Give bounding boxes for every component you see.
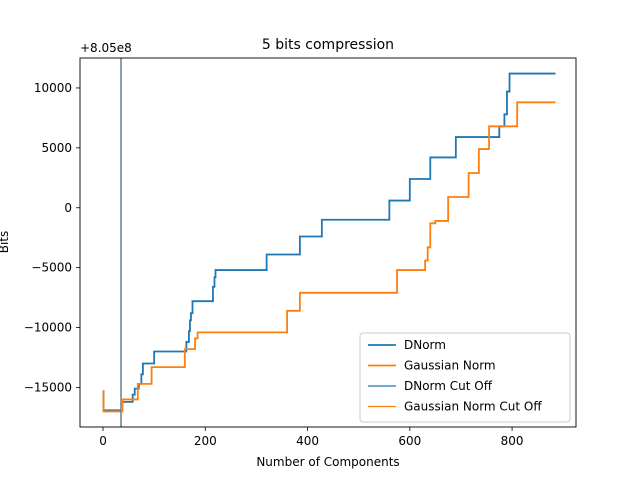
legend-label: DNorm Cut Off — [404, 379, 493, 393]
y-axis-label: Bits — [0, 231, 11, 254]
legend-label: DNorm — [404, 338, 446, 352]
x-tick-label: 400 — [296, 434, 319, 448]
x-tick-label: 800 — [501, 434, 524, 448]
y-tick-label: −5000 — [31, 261, 72, 275]
series-line-0 — [102, 72, 556, 412]
y-tick-label: 10000 — [34, 81, 72, 95]
y-tick-label: 0 — [64, 201, 72, 215]
x-tick-label: 600 — [398, 434, 421, 448]
x-tick-label: 0 — [99, 434, 107, 448]
legend-label: Gaussian Norm Cut Off — [404, 400, 542, 414]
y-tick-label: −10000 — [24, 321, 72, 335]
chart-title: 5 bits compression — [262, 37, 394, 53]
y-tick-label: 5000 — [41, 141, 72, 155]
legend: DNorm Gaussian Norm DNorm Cut Off Gaussian … — [359, 332, 571, 423]
y-offset-text: +8.05e8 — [80, 41, 132, 55]
axes-frame — [79, 57, 577, 428]
series-line-1 — [102, 101, 556, 413]
x-tick-label: 200 — [194, 434, 217, 448]
legend-box — [359, 332, 571, 423]
x-axis-label: Number of Components — [256, 455, 399, 469]
plot-area: 0 200 400 600 800 −15000 −10000 −5000 0 5000 10000 — [24, 57, 577, 448]
y-tick-label: −15000 — [24, 380, 72, 394]
legend-label: Gaussian Norm — [404, 359, 496, 373]
